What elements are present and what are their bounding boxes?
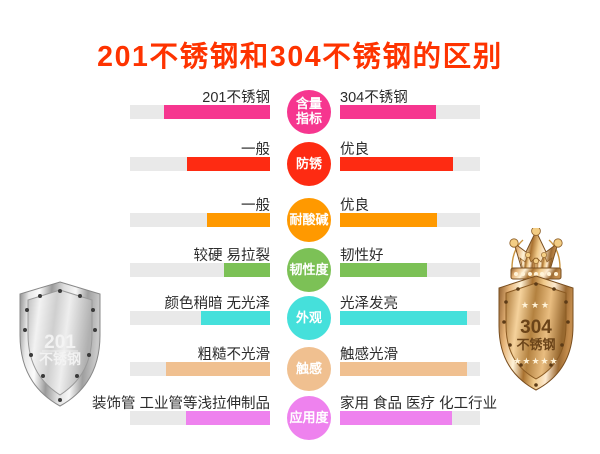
svg-text:★★★★★: ★★★★★ — [513, 356, 558, 366]
svg-text:不锈钢: 不锈钢 — [516, 337, 555, 352]
svg-text:304: 304 — [520, 317, 552, 338]
svg-text:不锈钢: 不锈钢 — [39, 351, 81, 367]
svg-text:201: 201 — [44, 332, 76, 353]
svg-text:★★★: ★★★ — [521, 300, 551, 310]
